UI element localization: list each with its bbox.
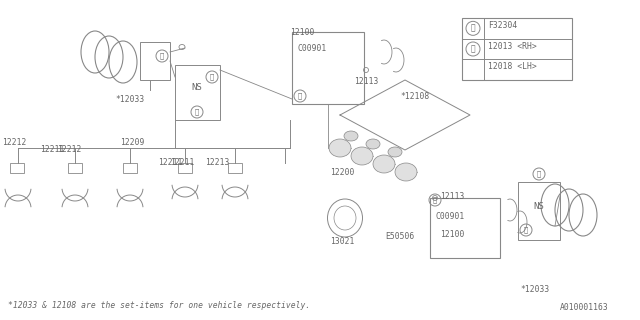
Text: 12211: 12211 <box>40 145 65 154</box>
Text: ①: ① <box>433 197 437 203</box>
Text: ②: ② <box>537 171 541 177</box>
Text: *12033: *12033 <box>520 285 549 294</box>
Text: ①: ① <box>470 24 476 33</box>
Text: C00901: C00901 <box>297 44 326 53</box>
Bar <box>462 18 572 80</box>
Text: C00901: C00901 <box>435 212 464 221</box>
Text: *12033 & 12108 are the set-items for one vehicle respectively.: *12033 & 12108 are the set-items for one… <box>8 301 310 310</box>
Ellipse shape <box>366 139 380 149</box>
Text: NS: NS <box>534 202 545 211</box>
Ellipse shape <box>344 131 358 141</box>
Text: ①: ① <box>160 53 164 59</box>
Text: 12013 <RH>: 12013 <RH> <box>488 42 537 51</box>
Text: 13021: 13021 <box>330 237 355 246</box>
Ellipse shape <box>395 163 417 181</box>
Text: 12211: 12211 <box>158 158 182 167</box>
Text: 12018 <LH>: 12018 <LH> <box>488 62 537 71</box>
Bar <box>123 163 137 173</box>
Bar <box>178 163 192 173</box>
Bar <box>228 163 242 173</box>
Bar <box>140 42 170 80</box>
Ellipse shape <box>373 155 395 173</box>
Text: *12033: *12033 <box>115 95 144 104</box>
Text: *12108: *12108 <box>400 92 429 101</box>
Bar <box>175 65 220 120</box>
Text: E50506: E50506 <box>385 232 414 241</box>
Bar <box>430 198 500 258</box>
Bar <box>518 182 560 240</box>
Bar <box>292 32 364 104</box>
Text: 12213: 12213 <box>205 158 229 167</box>
Text: ②: ② <box>195 109 199 115</box>
Text: ①: ① <box>210 74 214 80</box>
Text: ①: ① <box>524 227 528 233</box>
Text: 12211: 12211 <box>170 158 195 167</box>
Text: 12200: 12200 <box>330 168 355 177</box>
Text: ②: ② <box>470 44 476 53</box>
Text: 12113: 12113 <box>354 77 378 86</box>
Bar <box>68 163 82 173</box>
Text: 12212: 12212 <box>2 138 26 147</box>
Ellipse shape <box>351 147 373 165</box>
Text: 12100: 12100 <box>290 28 314 37</box>
Bar <box>10 163 24 173</box>
Text: 12100: 12100 <box>440 230 465 239</box>
Ellipse shape <box>388 147 402 157</box>
Text: 12212: 12212 <box>57 145 81 154</box>
Text: F32304: F32304 <box>488 21 517 30</box>
Text: ①: ① <box>298 93 302 99</box>
Text: 12209: 12209 <box>120 138 145 147</box>
Text: NS: NS <box>191 83 202 92</box>
Text: A010001163: A010001163 <box>560 303 609 312</box>
Text: 12113: 12113 <box>440 192 465 201</box>
Ellipse shape <box>329 139 351 157</box>
